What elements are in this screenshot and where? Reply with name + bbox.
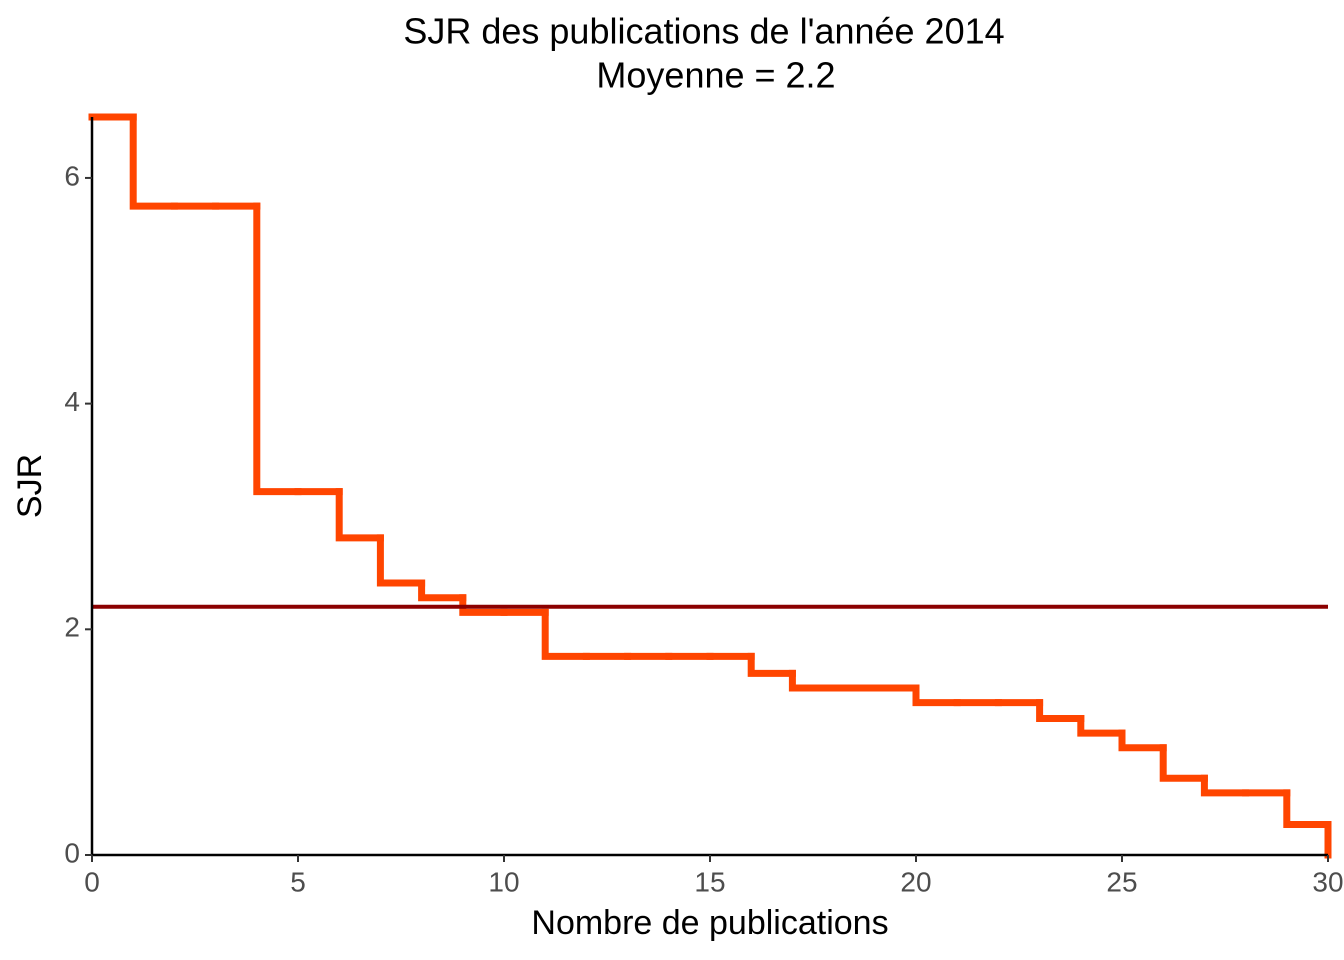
y-tick-label: 6 bbox=[64, 160, 80, 191]
step-segment bbox=[253, 202, 302, 496]
chart-title: SJR des publications de l'année 2014 bbox=[403, 11, 1004, 52]
step-segment bbox=[418, 579, 467, 602]
step-segment bbox=[1200, 774, 1250, 797]
step-segment bbox=[335, 488, 384, 542]
x-tick-label: 20 bbox=[900, 866, 931, 897]
x-tick-label: 5 bbox=[290, 866, 306, 897]
step-segment bbox=[1118, 729, 1167, 752]
x-tick-label: 0 bbox=[84, 866, 100, 897]
y-axis-title: SJR bbox=[11, 454, 49, 518]
step-segment bbox=[1159, 744, 1208, 782]
x-tick-label: 15 bbox=[694, 866, 725, 897]
step-segment bbox=[912, 684, 961, 707]
step-segment bbox=[1036, 699, 1085, 722]
x-tick-label: 10 bbox=[488, 866, 519, 897]
step-segment bbox=[376, 534, 426, 587]
y-tick-label: 2 bbox=[64, 612, 80, 643]
step-segment bbox=[747, 652, 796, 677]
step-segment bbox=[129, 113, 178, 210]
x-tick-label: 25 bbox=[1106, 866, 1137, 897]
y-tick-label: 0 bbox=[64, 837, 80, 868]
x-axis-title: Nombre de publications bbox=[531, 904, 888, 942]
step-segment bbox=[1283, 789, 1332, 829]
chart-subtitle: Moyenne = 2.2 bbox=[596, 55, 835, 96]
step-segment bbox=[788, 669, 838, 692]
y-tick-label: 4 bbox=[64, 386, 80, 417]
step-segment bbox=[1077, 714, 1126, 737]
step-segment bbox=[541, 608, 590, 660]
x-tick-label: 30 bbox=[1312, 866, 1343, 897]
plot-area bbox=[88, 113, 1332, 859]
step-segment bbox=[459, 594, 508, 616]
